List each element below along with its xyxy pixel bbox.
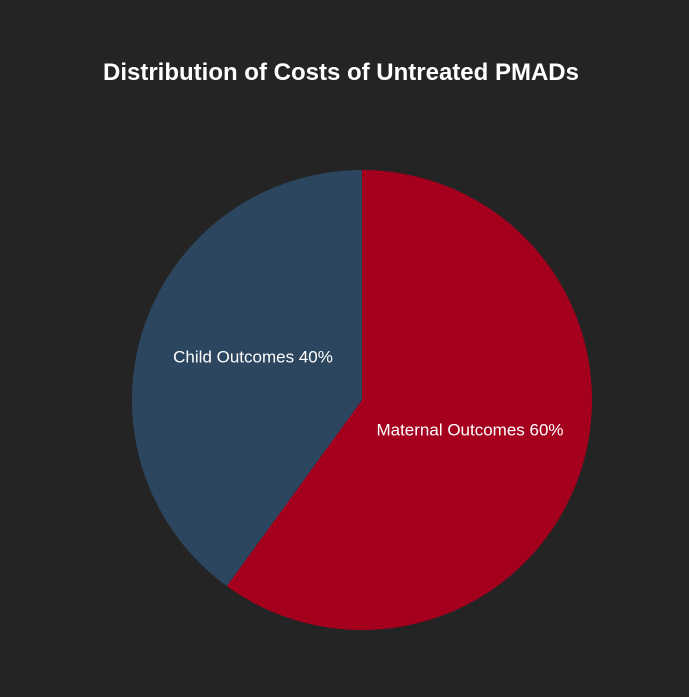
pie-labels: Maternal Outcomes 60% Child Outcomes 40% [173, 347, 563, 439]
pie-slice-child-outcomes[interactable] [131, 170, 362, 587]
pie-label-child-outcomes: Child Outcomes 40% [173, 347, 333, 366]
pie-label-maternal-outcomes: Maternal Outcomes 60% [376, 420, 563, 439]
chart-title: Distribution of Costs of Untreated PMADs [102, 59, 579, 86]
pie-slice-maternal-outcomes[interactable] [226, 170, 592, 630]
pie-slices [131, 170, 592, 630]
